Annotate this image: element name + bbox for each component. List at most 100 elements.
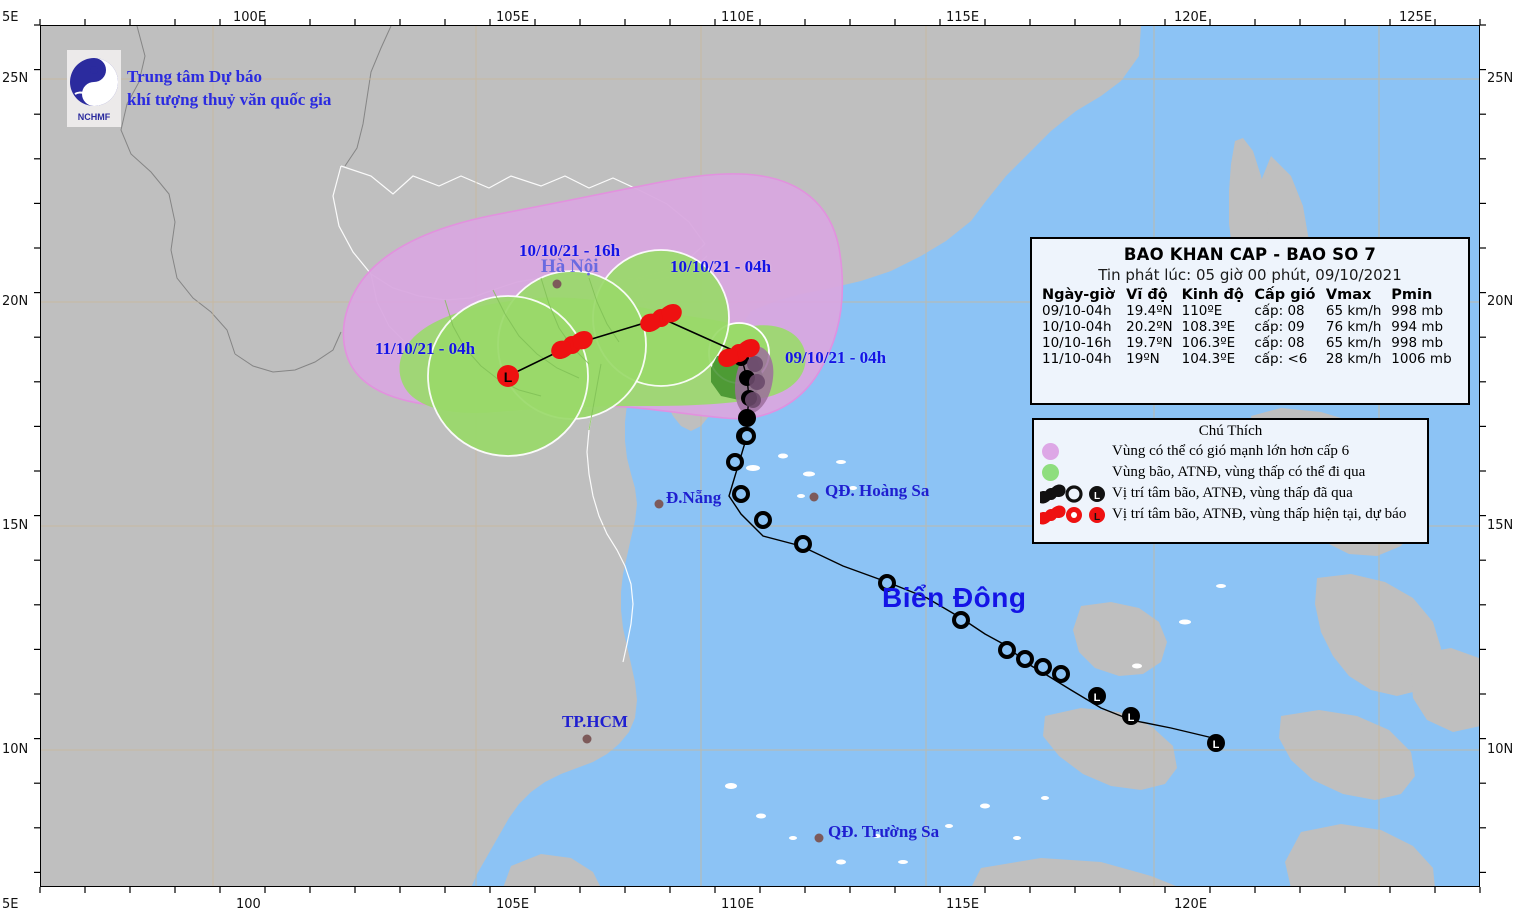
table-row: 10/10-04h 20.2ºN 108.3ºE cấp: 09 76 km/h… [1040,319,1460,335]
cell-lon: 108.3ºE [1181,319,1236,335]
cell-date: 10/10-16h [1042,335,1112,351]
forecast-symbol-2 [640,303,682,333]
legend-label: Vị trí tâm bão, ATNĐ, vùng thấp đã qua [1112,485,1353,501]
axis-label-lat-10n-left: 10N [2,742,29,757]
legend-item-track-area: Vùng bão, ATNĐ, vùng thấp có thể đi qua [1040,462,1421,483]
forecast-label-0: 09/10/21 - 04h [785,348,887,367]
table-row: 10/10-16h 19.7ºN 106.3ºE cấp: 08 65 km/h… [1040,335,1460,351]
legend-symbol-group: L [1040,483,1112,504]
forecast-label-3: 11/10/21 - 04h [375,339,476,358]
cell-lat: 19.4ºN [1126,303,1173,319]
axis-label-lon-115e-top: 115E [946,10,980,25]
table-row: 11/10-04h 19ºN 104.3ºE cấp: <6 28 km/h 1… [1040,351,1460,367]
axis-label-lat-25n-left: 25N [2,71,29,86]
cell-pmin: 998 mb [1391,303,1444,319]
forecast-label-1: 10/10/21 - 04h [670,257,772,276]
col-header-pmin: Pmin [1391,287,1433,303]
legend-label: Vị trí tâm bão, ATNĐ, vùng thấp hiện tại… [1112,506,1407,522]
svg-text:L: L [1094,512,1100,523]
city-dot-danang [654,499,664,509]
city-dot-tphcm [582,734,592,744]
axis-label-lon-115e-bottom: 115E [946,897,980,912]
cell-lon: 110ºE [1181,303,1223,319]
axis-label-lat-10n-right: 10N [1487,742,1514,757]
cell-vmax: 76 km/h [1325,319,1382,335]
legend-symbol-group [1040,443,1112,460]
cell-pmin: 1006 mb [1391,351,1452,367]
sea-label-bien-dong: Biển Đông [882,582,1027,613]
red-low-icon: L [1089,506,1105,523]
svg-text:L: L [1094,491,1100,502]
city-label-tphcm: TP.HCM [562,712,628,731]
legend-symbol-group [1040,464,1112,481]
logo-text: NCHMF [78,112,111,122]
cell-date: 09/10-04h [1042,303,1112,319]
black-typhoon-icon [1040,483,1066,504]
cell-windlevel: cấp: 08 [1254,303,1305,319]
axis-label-lat-20n-right: 20N [1487,294,1514,309]
city-dot-hanoi [552,279,562,289]
forecast-symbol-4: L [497,365,519,387]
forecast-label-2: 10/10/21 - 16h [519,241,621,260]
info-panel-title: BAO KHAN CAP - BAO SO 7 [1123,245,1377,264]
svg-text:L: L [504,369,513,385]
forecast-track-layer: L [497,303,760,387]
legend-label: Vùng bão, ATNĐ, vùng thấp có thể đi qua [1112,464,1366,480]
col-header-lon: Kinh độ [1181,287,1244,303]
cell-vmax: 65 km/h [1325,335,1382,351]
axis-label-lat-20n-left: 20N [2,294,29,309]
cell-pmin: 994 mb [1391,319,1444,335]
cell-windlevel: cấp: 09 [1254,319,1305,335]
svg-text:L: L [1213,739,1220,751]
violet-circle-icon [1042,443,1059,460]
city-label-truongsa: QĐ. Trường Sa [828,822,940,841]
col-header-windlevel: Cấp gió [1254,287,1316,303]
black-low-icon: L [1089,485,1105,502]
past-track-layer: L L L [726,350,1225,752]
legend-title: Chú Thích [1198,423,1263,439]
axis-label-lon-125e-top: 125E [1399,10,1433,25]
cell-lat: 19.7ºN [1126,335,1173,351]
axis-label-lon-120e-bottom: 120E [1174,897,1208,912]
red-typhoon-icon [1040,504,1066,525]
storm-info-panel: BAO KHAN CAP - BAO SO 7 Tin phát lúc: 05… [1030,237,1470,405]
info-panel-subtitle: Tin phát lúc: 05 giờ 00 phút, 09/10/2021 [1098,266,1402,284]
axis-label-lon-left-edge: 5E [2,10,19,25]
axis-label-lon-105e-top: 105E [496,10,530,25]
cell-lon: 106.3ºE [1181,335,1236,351]
map-canvas: L L L [40,25,1480,887]
legend-panel: Chú Thích Vùng có thể có gió mạnh lớn hơ… [1032,418,1429,544]
axis-label-lat-25n-right: 25N [1487,71,1514,86]
cell-windlevel: cấp: <6 [1254,351,1308,367]
legend-item-current-forecast: L Vị trí tâm bão, ATNĐ, vùng thấp hiện t… [1040,504,1421,525]
nchmf-logo: NCHMF [67,50,121,127]
red-circle-icon [1066,506,1082,523]
axis-label-lat-15n-left: 15N [2,518,29,533]
col-header-vmax: Vmax [1325,287,1372,303]
green-circle-icon [1042,464,1059,481]
cell-vmax: 28 km/h [1325,351,1382,367]
axis-label-lon-100-bottom: 100 [236,897,261,912]
org-title-line1: Trung tâm Dự báo [127,67,263,86]
cell-lat: 19ºN [1126,351,1160,367]
legend-label: Vùng có thể có gió mạnh lớn hơn cấp 6 [1112,443,1350,459]
legend-item-wind6: Vùng có thể có gió mạnh lớn hơn cấp 6 [1040,441,1421,462]
cell-date: 11/10-04h [1042,351,1112,367]
cell-lon: 104.3ºE [1181,351,1236,367]
city-dot-truongsa [814,833,824,843]
city-label-hanoi: Hà Nội [541,256,599,277]
cell-vmax: 65 km/h [1325,303,1382,319]
svg-text:L: L [1094,692,1101,704]
cell-lat: 20.2ºN [1126,319,1173,335]
col-header-date: Ngày-giờ [1042,287,1115,303]
city-label-danang: Đ.Nẵng [666,488,722,507]
axis-label-lat-15n-right: 15N [1487,518,1514,533]
axis-label-lon-120e-top: 120E [1174,10,1208,25]
axis-label-lon-100e-top: 100E [233,10,267,25]
col-header-lat: Vĩ độ [1126,287,1168,303]
cell-pmin: 998 mb [1391,335,1444,351]
cell-date: 10/10-04h [1042,319,1112,335]
legend-symbol-group: L [1040,504,1112,525]
table-row: 09/10-04h 19.4ºN 110ºE cấp: 08 65 km/h 9… [1040,303,1460,319]
